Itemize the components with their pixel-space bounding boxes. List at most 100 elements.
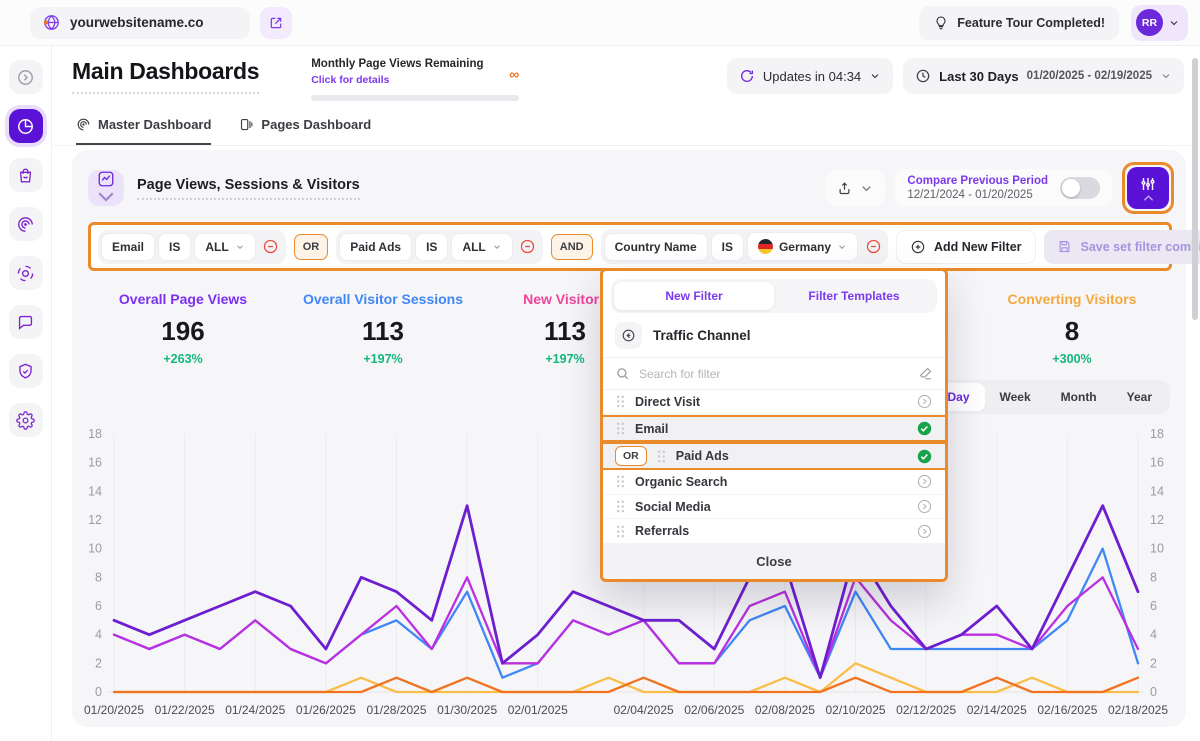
chart-squiggle-icon	[98, 171, 114, 187]
lightbulb-icon	[936, 15, 946, 29]
eraser-icon[interactable]	[918, 366, 933, 381]
filter-operator[interactable]: IS	[710, 232, 744, 261]
filter-groups: Email IS ALL OR Paid Ads IS ALL AND Country Name…	[98, 229, 888, 264]
filter-option-email[interactable]: Email	[603, 414, 945, 443]
page-scrollbar[interactable]	[1192, 58, 1198, 320]
filter-options-list: Direct Visit Email OR Paid Ads Organic Searc…	[603, 390, 945, 545]
compare-previous-period: Compare Previous Period 12/21/2024 - 01/…	[895, 169, 1112, 207]
monthly-views-progressbar	[311, 95, 520, 101]
filter-option-social-media[interactable]: Social Media	[603, 495, 945, 520]
arrow-right-circle-icon[interactable]	[916, 523, 933, 540]
popup-tab-filter-templates[interactable]: Filter Templates	[808, 289, 900, 303]
filter-conjunction-badge[interactable]: OR	[293, 233, 329, 260]
y-axis-label-left: 0	[95, 685, 102, 699]
popup-tab-new-filter[interactable]: New Filter	[614, 282, 774, 310]
infinity-icon: ∞	[509, 66, 520, 82]
stat-value: 8	[1064, 316, 1080, 346]
tour-highlight-filter-button	[1122, 162, 1174, 214]
minus-circle-icon	[521, 239, 535, 254]
drag-handle-icon[interactable]	[615, 422, 626, 435]
widget-menu-button[interactable]	[88, 170, 124, 206]
compare-toggle[interactable]	[1060, 177, 1100, 199]
sidebar-item-retention[interactable]	[8, 256, 43, 290]
filter-search-bar	[603, 357, 945, 390]
tab-master-dashboard[interactable]: Master Dashboard	[76, 117, 212, 145]
sidebar-item-store[interactable]	[8, 158, 43, 192]
monthly-views-details-link[interactable]: Click for details	[311, 74, 390, 86]
check-circle-icon[interactable]	[916, 448, 933, 465]
check-circle-icon[interactable]	[916, 420, 933, 437]
filter-option-organic-search[interactable]: Organic Search	[603, 470, 945, 495]
close-popup-button[interactable]: Close	[603, 544, 945, 579]
x-axis-label: 01/26/2025	[296, 703, 356, 717]
filter-search-input[interactable]	[639, 366, 909, 381]
germany-flag-icon	[757, 239, 773, 254]
filter-option-paid-ads[interactable]: OR Paid Ads	[603, 442, 945, 471]
sidebar-item-sessions[interactable]	[8, 207, 43, 241]
date-range-button[interactable]: Last 30 Days 01/20/2025 - 02/19/2025	[903, 58, 1184, 94]
add-new-filter-button[interactable]: Add New Filter	[896, 229, 1036, 264]
feature-tour-button[interactable]: Feature Tour Completed!	[919, 5, 1119, 40]
tab-pages-dashboard[interactable]: Pages Dashboard	[239, 117, 371, 145]
filter-conjunction-badge[interactable]: AND	[550, 233, 593, 260]
period-toggle: Day Week Month Year	[929, 380, 1170, 414]
filter-value-dropdown[interactable]: Germany	[746, 232, 858, 261]
stat-delta: +263%	[163, 352, 203, 366]
x-axis-label: 02/16/2025	[1037, 703, 1097, 717]
search-icon	[617, 368, 629, 380]
x-axis-label: 01/30/2025	[437, 703, 497, 717]
period-option-week[interactable]: Week	[999, 390, 1031, 404]
export-button[interactable]	[826, 170, 886, 206]
x-axis-label: 02/06/2025	[684, 703, 744, 717]
y-axis-label-left: 10	[88, 542, 102, 556]
stat-label: New Visitors	[523, 291, 607, 307]
remove-filter-button[interactable]	[861, 235, 885, 259]
sidebar-item-dashboards[interactable]	[8, 109, 43, 143]
drag-handle-icon[interactable]	[615, 525, 626, 538]
filter-category-label: Traffic Channel	[653, 328, 751, 343]
filter-operator[interactable]: IS	[415, 232, 449, 261]
updates-countdown-label: Updates in 04:34	[762, 68, 862, 84]
arrow-right-circle-icon[interactable]	[916, 498, 933, 515]
account-menu[interactable]: RR	[1131, 4, 1188, 41]
y-axis-label-right: 18	[1150, 427, 1164, 441]
filter-field[interactable]: Country Name	[603, 232, 708, 261]
period-option-year[interactable]: Year	[1126, 390, 1152, 404]
open-site-button[interactable]	[259, 6, 292, 39]
filter-option-label: Direct Visit	[635, 394, 701, 409]
updates-countdown-button[interactable]: Updates in 04:34	[726, 58, 894, 94]
period-option-month[interactable]: Month	[1060, 390, 1097, 404]
x-axis-label: 02/01/2025	[508, 703, 568, 717]
x-axis-label: 02/08/2025	[755, 703, 815, 717]
filter-field[interactable]: Email	[101, 232, 156, 261]
filter-option-referrals[interactable]: Referrals	[603, 519, 945, 545]
card-header: Page Views, Sessions & Visitors Compare …	[72, 150, 1186, 214]
filter-field[interactable]: Paid Ads	[339, 232, 413, 261]
remove-filter-button[interactable]	[516, 235, 540, 259]
drag-handle-icon[interactable]	[615, 475, 626, 488]
chevron-down-icon	[236, 244, 243, 249]
filter-value-dropdown[interactable]: ALL	[451, 232, 513, 261]
filters-panel-button[interactable]	[1127, 167, 1169, 209]
drag-handle-icon[interactable]	[615, 395, 626, 408]
filter-operator[interactable]: IS	[158, 232, 192, 261]
card-title: Page Views, Sessions & Visitors	[137, 177, 360, 200]
save-filter-template-button[interactable]: Save set filter combination as a templat…	[1043, 229, 1200, 264]
sidebar-item-collapse[interactable]	[8, 60, 43, 94]
filter-value-dropdown[interactable]: ALL	[194, 232, 256, 261]
remove-filter-button[interactable]	[259, 235, 283, 259]
drag-handle-icon[interactable]	[656, 450, 667, 463]
sidebar-item-feedback[interactable]	[8, 305, 43, 339]
filter-option-direct-visit[interactable]: Direct Visit	[603, 390, 945, 415]
site-selector[interactable]: yourwebsitename.co	[30, 6, 250, 39]
chart-card: Page Views, Sessions & Visitors Compare …	[72, 150, 1200, 727]
chevron-down-icon	[839, 244, 845, 249]
target-icon	[17, 265, 34, 281]
chart-line-converting-visitors	[112, 676, 1140, 694]
sidebar-item-settings[interactable]	[8, 403, 43, 437]
back-button[interactable]	[615, 322, 642, 349]
arrow-right-circle-icon[interactable]	[916, 393, 933, 410]
arrow-right-circle-icon[interactable]	[916, 473, 933, 490]
sidebar-item-security[interactable]	[8, 354, 43, 388]
drag-handle-icon[interactable]	[615, 500, 626, 513]
